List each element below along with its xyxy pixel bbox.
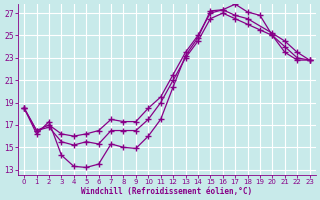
X-axis label: Windchill (Refroidissement éolien,°C): Windchill (Refroidissement éolien,°C) bbox=[81, 187, 252, 196]
